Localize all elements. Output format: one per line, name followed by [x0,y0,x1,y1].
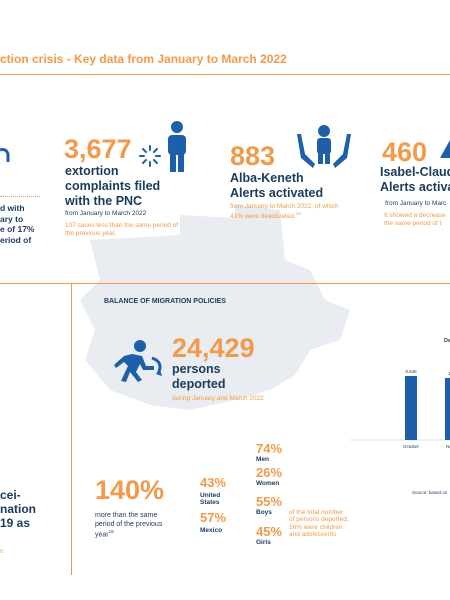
extortion-line1: extortion [65,164,119,178]
demo-note-line3: 16% were children [289,523,343,531]
country-label-line1: United [200,492,221,499]
left-partial-line2: ary to [0,213,24,224]
isabel-period: from January to Marc [385,200,447,207]
chart-category-label: October [403,444,420,449]
left-partial-stat: d with ary to e of 17% eriod of [0,203,35,246]
country-pct: 57% [200,510,227,525]
demographic-label: Women [256,480,280,487]
dotted-divider [0,196,40,198]
country-mexico: 57% Mexico [200,511,226,534]
deported-period: during January and March 2022 [172,395,264,402]
left-partial-line1: d with [0,203,25,213]
alba-note: from January to March 2022, of which 41%… [230,203,339,222]
country-pct: 43% [200,475,227,490]
left-lower-line2: nation [0,502,36,517]
alba-note-sup: 16 [295,211,301,217]
deported-number: 24,429 [172,333,255,363]
demographic-label: Boys [256,509,272,516]
increase-pct: 140% [95,475,165,505]
demographic-pct: 55% [256,494,283,509]
demographic-pct: 26% [256,465,283,480]
isabel-note-line2: the same period of t [384,220,442,228]
section-divider-horizontal [0,283,450,284]
isabel-line2: Alerts activa [380,179,450,194]
deported-label: persons deported [172,362,225,392]
alert-bell-icon [0,148,10,162]
increase-sup: 19 [108,529,114,535]
increase-note: more than the same period of the previou… [95,511,162,540]
demo-note-line2: of persons deported, [289,516,349,524]
chart-value-label: 9,648 [405,369,417,374]
family-hands-icon [297,125,351,168]
demographic-women: 26% Women [256,466,282,487]
demo-note-line1: of the total number [289,509,344,516]
demo-note-line4: and adolescents [289,531,337,539]
demographic-label: Girls [256,539,271,546]
extortion-note-line1: 107 cases less than the same period of [65,222,179,229]
isabel-note: It showed a decrease the same period of … [384,212,446,229]
isabel-number: 460 [382,137,428,167]
alba-number: 883 [230,141,276,171]
demographic-label: Men [256,456,269,463]
left-partial-line4: eriod of [0,234,32,245]
map-of-guatemala [80,205,350,410]
demographic-men: 74% Men [256,442,282,463]
isabel-line1: Isabel-Claud [380,165,450,179]
extortion-number: 3,677 [64,134,132,164]
alba-line1: Alba-Keneth [230,171,304,185]
left-lower-line3: 19 as [0,516,31,531]
deported-line2: deported [172,376,226,391]
increase-line3-wrap: year19 [95,529,162,539]
extortion-line3: with the PNC [65,193,143,208]
demographic-pct: 45% [256,524,283,539]
demographic-boys: 55% Boys [256,495,282,516]
migration-heading: BALANCE OF MIGRATION POLICIES [104,298,226,305]
demographic-girls: 45% Girls [256,525,282,546]
chart-bar [405,376,417,440]
deported-person-icon [114,340,162,382]
title-divider [0,74,450,75]
isabel-note-line1: It showed a decrease [384,212,446,219]
alba-line2: Alerts activated [230,185,324,200]
alba-label: Alba-Keneth Alerts activated [230,171,323,201]
demographic-pct: 74% [256,441,283,456]
extortion-line2: complaints filed [65,178,161,193]
chart-value-label: 1, [448,371,450,376]
extortion-note: 107 cases less than the same period of t… [65,222,178,239]
chart-title: De [444,338,450,344]
section-divider-vertical [71,283,72,575]
chart-source: Source: based on [412,490,448,495]
left-partial-line3: e of 17% [0,224,35,235]
page-title: ction crisis - Key data from January to … [0,52,287,66]
country-united-states: 43% United States [200,476,226,507]
extortion-label: extortion complaints filed with the PNC [65,164,160,208]
burst-icon [139,145,161,167]
deported-line1: persons [172,362,221,376]
person-icon [168,121,186,172]
country-label-line2: States [200,499,220,507]
alba-note-line2: 41% were deactivated. [230,213,296,221]
increase-line1: more than the same [95,512,158,519]
left-lower-line4: n [0,548,4,555]
isabel-label: Isabel-Claud Alerts activa [380,165,450,195]
left-lower-partial: cei- nation 19 as [0,488,36,530]
extortion-period: from January to March 2022 [65,210,147,217]
extortion-note-line2: the previous year. [65,230,117,238]
chart-bar [445,377,450,440]
country-label-line1: Mexico [200,527,223,534]
chart-category-label: Nov [446,444,450,449]
left-lower-line1: cei- [0,488,21,502]
increase-line2: period of the previous [95,521,163,529]
alba-note-line2-wrap: 41% were deactivated.16 [230,211,339,222]
deportations-bar-chart: 9,648 October 1, Nov [350,369,450,449]
alba-note-line1: from January to March 2022, of which [230,203,339,210]
increase-line3: year [95,531,109,539]
person-icon-partial [440,140,450,158]
demographic-note: of the total number of persons deported,… [289,509,349,539]
